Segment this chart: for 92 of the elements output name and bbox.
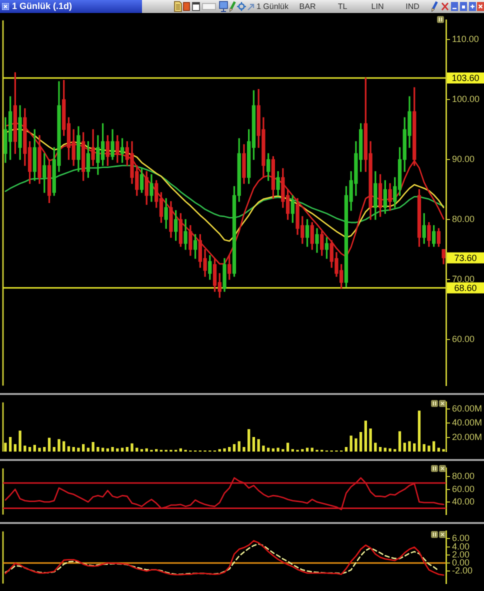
text: 73.60 xyxy=(454,252,477,263)
y-tick-label: 6.00 xyxy=(452,533,470,544)
bar xyxy=(354,438,358,452)
bar xyxy=(408,441,411,452)
bar xyxy=(232,444,236,452)
bar xyxy=(374,442,377,452)
bar xyxy=(130,443,134,452)
bar xyxy=(428,446,430,452)
y-tick-label: 2.00 xyxy=(452,549,470,560)
bar xyxy=(18,430,22,452)
bar xyxy=(418,410,421,452)
bar xyxy=(442,449,445,452)
y-tick-label: 60.00 xyxy=(452,484,475,494)
bar xyxy=(378,446,382,452)
bar xyxy=(286,442,290,452)
bar xyxy=(301,449,304,452)
bar xyxy=(58,439,60,452)
bar xyxy=(48,438,51,452)
bar xyxy=(126,446,128,452)
bar xyxy=(72,446,75,452)
y-tick-label: 110.00 xyxy=(452,34,479,44)
y-tick-label: 60.00 xyxy=(452,334,475,344)
bar xyxy=(266,448,270,452)
bar xyxy=(242,446,246,452)
bar xyxy=(344,446,348,452)
y-tick-label: 4.00 xyxy=(452,541,470,552)
text: BAR xyxy=(299,2,316,10)
bar xyxy=(111,446,114,452)
y-tick-label: -2.00 xyxy=(452,566,473,576)
bar xyxy=(52,446,56,452)
text: LIN xyxy=(371,2,384,10)
y-tick-label: 40.00 xyxy=(452,496,475,506)
bar xyxy=(291,449,294,452)
bar xyxy=(432,441,436,452)
text: TL xyxy=(338,2,348,10)
bar xyxy=(136,448,138,452)
bar xyxy=(62,441,66,452)
bar xyxy=(120,448,124,452)
bar xyxy=(257,439,260,452)
bar xyxy=(218,449,221,452)
bar xyxy=(223,448,226,452)
y-tick-label: 70.00 xyxy=(452,274,475,284)
bar xyxy=(43,446,46,452)
bar xyxy=(398,431,402,452)
bar xyxy=(413,443,416,452)
ref-line-label: 103.60 xyxy=(452,72,480,83)
bar xyxy=(262,446,265,452)
bar xyxy=(228,446,231,452)
y-tick-label: 80.00 xyxy=(452,214,475,224)
bar xyxy=(92,442,94,452)
y-tick-label: 20.00M xyxy=(452,432,482,442)
bar xyxy=(38,448,41,452)
ref-line-label: 68.60 xyxy=(454,282,477,293)
text: IND xyxy=(406,2,420,10)
bar xyxy=(28,446,32,452)
bar xyxy=(33,444,36,452)
y-tick-label: 80.00 xyxy=(452,471,475,482)
bar xyxy=(96,446,100,452)
y-tick-label: 60.00M xyxy=(452,403,482,414)
text: 1 Günlük xyxy=(256,2,289,10)
bar xyxy=(8,437,12,452)
bar xyxy=(359,432,362,452)
bar xyxy=(77,448,80,452)
y-tick-label: 100.00 xyxy=(452,94,480,104)
bar xyxy=(403,442,406,452)
bar xyxy=(422,444,426,452)
bar xyxy=(369,428,372,452)
bar xyxy=(388,448,392,452)
bar xyxy=(252,437,256,452)
y-tick-label: 90.00 xyxy=(452,154,475,164)
bar xyxy=(437,448,440,452)
bar xyxy=(24,446,26,452)
bar xyxy=(238,441,240,452)
chart-title: 1 Günlük (.1d) xyxy=(12,1,72,11)
bar xyxy=(4,442,7,452)
bar xyxy=(101,448,104,452)
bar xyxy=(248,429,250,452)
bar xyxy=(394,449,396,452)
bar xyxy=(82,444,85,452)
bar xyxy=(350,436,352,452)
bar xyxy=(155,449,158,452)
bar xyxy=(306,448,309,452)
y-tick-label: 0.00 xyxy=(452,557,470,568)
y-tick-label: 40.00M xyxy=(452,418,482,428)
bar xyxy=(86,448,90,452)
bar xyxy=(310,448,314,452)
bar xyxy=(14,444,16,452)
bar xyxy=(282,449,284,452)
bar xyxy=(364,420,368,452)
bar xyxy=(384,448,386,452)
bar xyxy=(140,449,144,452)
bar xyxy=(276,448,280,452)
